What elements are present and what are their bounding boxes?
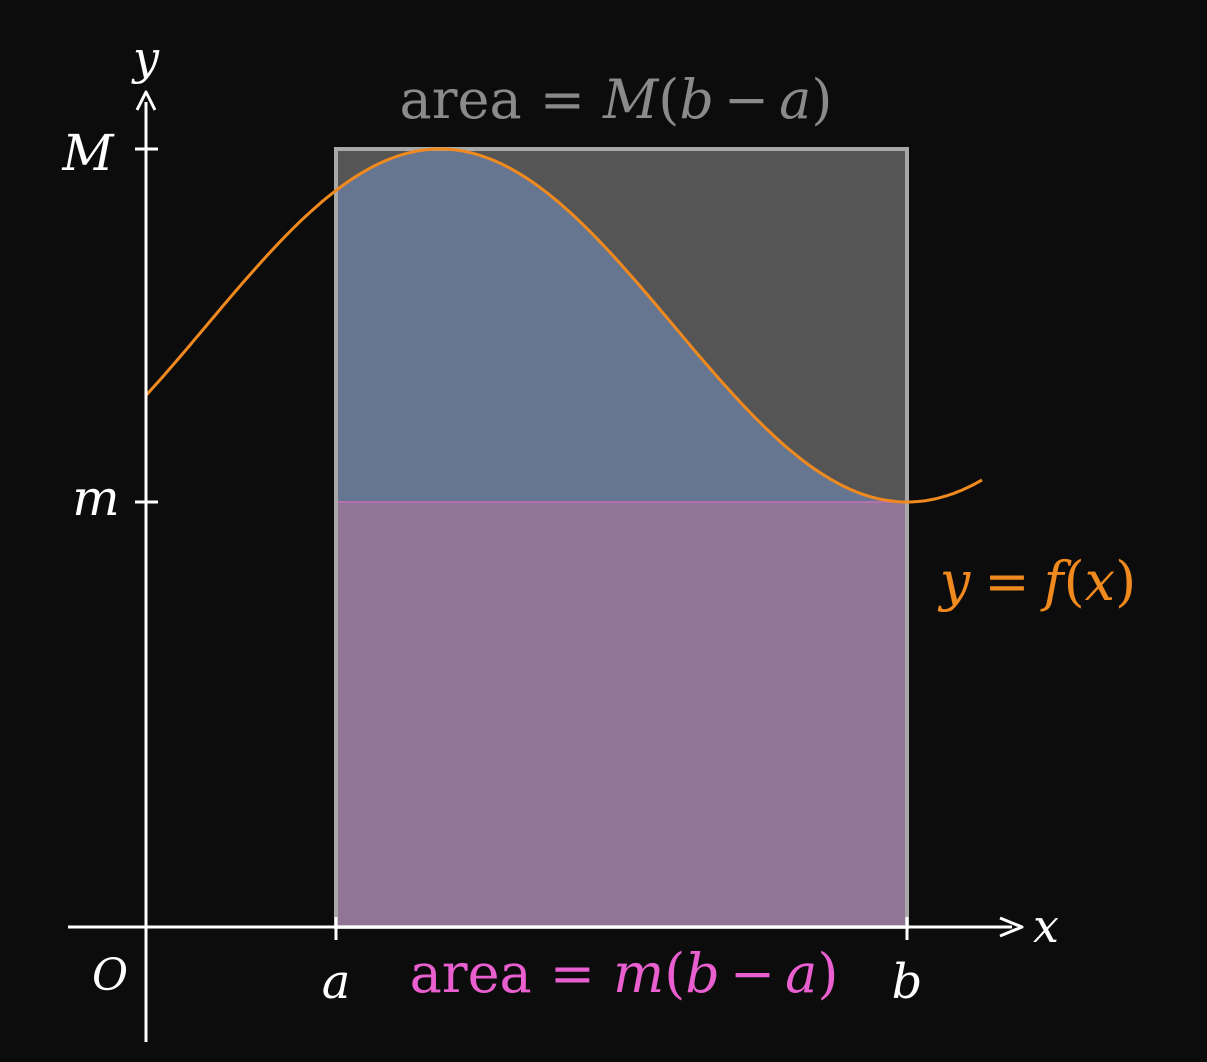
lower-bound-rectangle: [336, 502, 907, 927]
upper-area-close-paren: ): [811, 68, 832, 131]
upper-area-equals: =: [540, 68, 585, 131]
function-curve: [144, 147, 983, 504]
upper-area-b: b: [679, 68, 714, 131]
upper-area-minus: −: [724, 68, 769, 131]
origin-label: O: [92, 950, 128, 1001]
curve-label-equals: =: [984, 550, 1029, 613]
curve-label-y: y: [938, 550, 972, 613]
lower-area-minus: −: [730, 942, 775, 1005]
lower-area-close-paren: ): [817, 942, 838, 1005]
lower-area-open-paren: (: [664, 942, 685, 1005]
y-axis-arrowhead: [135, 90, 157, 111]
lower-area-coef: m: [613, 942, 664, 1005]
lower-area-a: a: [785, 942, 817, 1005]
upper-area-label: area = M(b − a): [400, 68, 833, 131]
left-endpoint-label: a: [322, 954, 351, 1010]
upper-area-open-paren: (: [658, 68, 679, 131]
lower-area-b: b: [685, 942, 720, 1005]
lower-bound-label: m: [72, 469, 119, 527]
x-axis-label: x: [1033, 899, 1059, 953]
curve-label-open-paren: (: [1064, 550, 1085, 613]
lower-area-word: area: [410, 942, 532, 1005]
lower-area-label: area = m(b − a): [410, 942, 839, 1005]
curve-label: y = f(x): [938, 550, 1136, 613]
curve-label-x: x: [1085, 550, 1115, 613]
y-axis-label: y: [131, 31, 160, 85]
lower-area-equals: =: [550, 942, 595, 1005]
upper-area-a: a: [779, 68, 811, 131]
upper-bound-label: M: [61, 124, 115, 182]
right-endpoint-label: b: [892, 954, 923, 1010]
curve-label-close-paren: ): [1115, 550, 1136, 613]
x-axis-arrowhead: [999, 916, 1024, 938]
upper-area-coef: M: [602, 68, 660, 131]
upper-area-word: area: [400, 68, 522, 131]
